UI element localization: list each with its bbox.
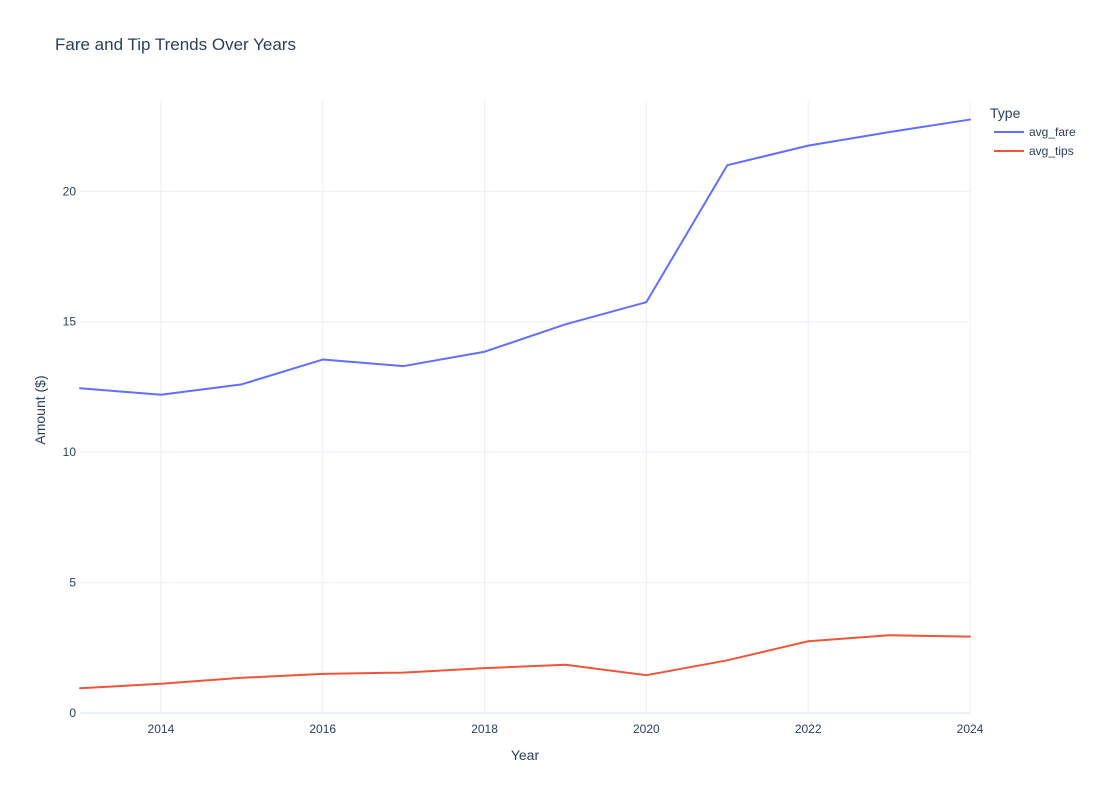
x-tick-label: 2022 xyxy=(795,722,822,736)
series-lines xyxy=(79,118,971,690)
x-tick-label: 2016 xyxy=(309,722,336,736)
chart-title: Fare and Tip Trends Over Years xyxy=(55,35,296,54)
series-line-avg_tips xyxy=(79,634,971,690)
y-tick-label: 10 xyxy=(63,445,77,459)
y-axis-title: Amount ($) xyxy=(32,375,48,444)
legend-title: Type xyxy=(990,105,1021,121)
x-tick-label: 2014 xyxy=(148,722,175,736)
legend-item-label: avg_fare xyxy=(1029,125,1076,139)
x-tick-label: 2018 xyxy=(471,722,498,736)
legend: Type avg_fare avg_tips xyxy=(990,105,1076,158)
y-tick-label: 5 xyxy=(69,576,76,590)
x-tick-label: 2020 xyxy=(633,722,660,736)
y-tick-label: 15 xyxy=(63,315,77,329)
series-line-avg_fare xyxy=(79,118,971,396)
y-tick-label: 20 xyxy=(63,184,77,198)
y-tick-label: 0 xyxy=(69,706,76,720)
grid xyxy=(80,100,971,714)
legend-item-label: avg_tips xyxy=(1029,144,1074,158)
x-axis-title: Year xyxy=(511,747,540,763)
legend-items: avg_fare avg_tips xyxy=(994,125,1076,158)
x-tick-label: 2024 xyxy=(957,722,984,736)
tick-labels: 2014 2016 2018 2020 2022 2024 0 5 10 15 20 xyxy=(63,184,984,736)
